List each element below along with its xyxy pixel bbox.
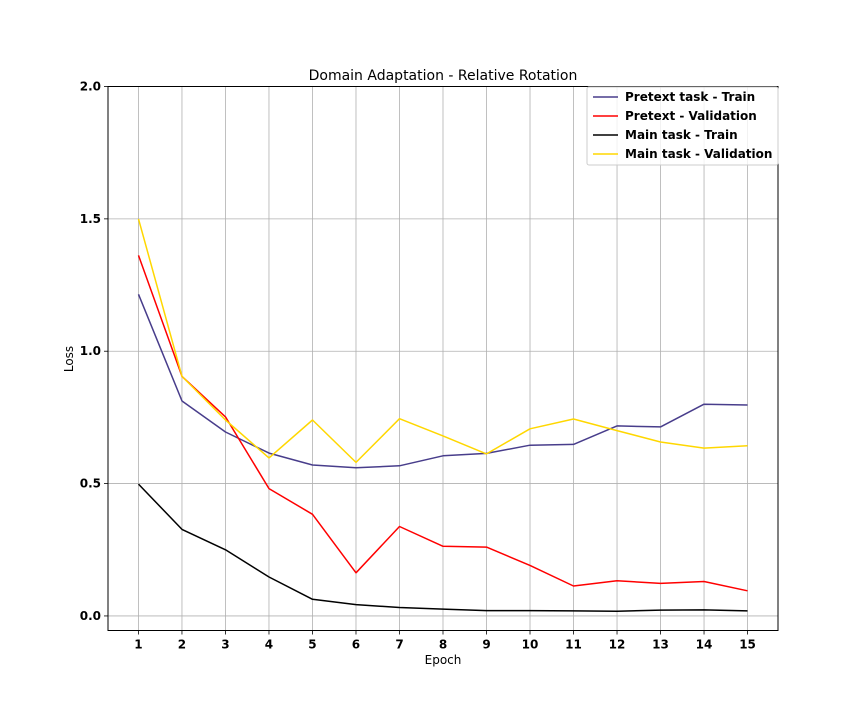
x-tick-label: 3	[221, 638, 229, 652]
x-tick-label: 6	[352, 638, 360, 652]
x-tick-label: 10	[522, 638, 539, 652]
legend-label: Pretext task - Train	[625, 90, 755, 104]
chart-title: Domain Adaptation - Relative Rotation	[309, 68, 578, 84]
x-tick-label: 13	[652, 638, 669, 652]
x-tick-label: 1	[134, 638, 142, 652]
y-tick-label: 0.0	[80, 609, 101, 623]
legend-label: Main task - Train	[625, 128, 738, 142]
x-axis-label: Epoch	[425, 653, 462, 667]
x-tick-label: 5	[308, 638, 316, 652]
series-line-1	[137, 294, 748, 469]
x-tick-label: 15	[739, 638, 756, 652]
series-line-2	[137, 255, 748, 592]
x-tick-label: 4	[265, 638, 273, 652]
x-tick-label: 9	[482, 638, 490, 652]
series-line-3	[137, 483, 748, 612]
x-tick-label: 12	[609, 638, 626, 652]
y-tick-label: 0.5	[80, 477, 101, 491]
legend-label: Main task - Validation	[625, 147, 772, 161]
x-tick-label: 8	[439, 638, 447, 652]
series-line-4	[137, 218, 748, 464]
x-axis-ticks: 1 2 3 4 5 6 7 8 9 10 11 12 13 14 15	[134, 630, 756, 652]
y-axis-ticks: 0.0 0.5 1.0 1.5 2.0	[80, 80, 108, 623]
legend-label: Pretext - Validation	[625, 109, 757, 123]
x-tick-label: 2	[178, 638, 186, 652]
y-axis-label: Loss	[62, 346, 76, 372]
x-tick-label: 14	[696, 638, 713, 652]
x-tick-label: 11	[565, 638, 582, 652]
series-lines	[137, 218, 748, 612]
legend-box	[586, 86, 779, 166]
y-tick-label: 1.5	[80, 212, 101, 226]
y-tick-label: 2.0	[80, 80, 101, 94]
y-tick-label: 1.0	[80, 344, 101, 358]
grid	[108, 86, 778, 631]
x-tick-label: 7	[395, 638, 403, 652]
legend: Pretext task - Train Pretext - Validation…	[586, 86, 779, 166]
